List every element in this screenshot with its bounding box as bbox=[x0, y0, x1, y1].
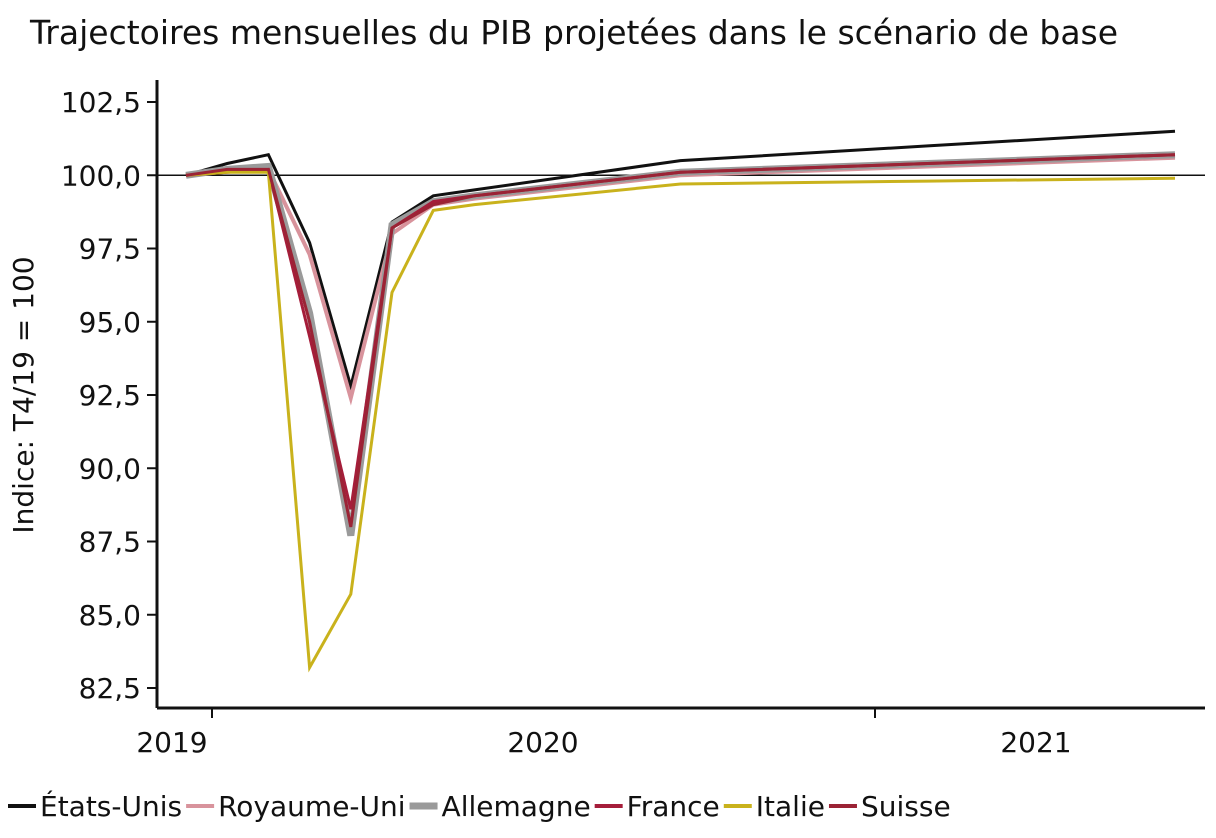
legend: États-Unis Royaume-Uni Allemagne France Ital… bbox=[8, 789, 951, 823]
legend-label: Royaume-Uni bbox=[218, 790, 405, 823]
series-line bbox=[185, 153, 1176, 528]
y-tick-label: 85,0 bbox=[79, 599, 141, 632]
axes bbox=[155, 80, 1205, 710]
legend-label: Italie bbox=[756, 790, 825, 823]
series-line bbox=[185, 155, 1176, 406]
x-tick-label: 2021 bbox=[1000, 726, 1071, 759]
x-tick-label: 2020 bbox=[507, 726, 578, 759]
y-tick-label: 87,5 bbox=[79, 526, 141, 559]
y-tick-label: 97,5 bbox=[79, 233, 141, 266]
y-tick-label: 102,5 bbox=[61, 86, 141, 119]
legend-label: États-Unis bbox=[40, 789, 182, 823]
legend-label: Suisse bbox=[861, 790, 951, 823]
y-tick-label: 100,0 bbox=[61, 159, 141, 192]
series-lines bbox=[185, 129, 1176, 673]
y-axis: 102,5 100,0 97,5 95,0 92,5 90,0 87,5 85,0 82,5 bbox=[61, 86, 157, 705]
series-line bbox=[185, 170, 1176, 673]
chart-title: Trajectoires mensuelles du PIB projetées… bbox=[29, 13, 1118, 52]
y-axis-label: Indice: T4/19 = 100 bbox=[7, 256, 40, 533]
legend-label: Allemagne bbox=[442, 790, 591, 823]
x-axis: 2019 2020 2021 bbox=[136, 708, 1072, 759]
x-tick-label: 2019 bbox=[136, 726, 207, 759]
y-tick-label: 82,5 bbox=[79, 672, 141, 705]
y-tick-label: 90,0 bbox=[79, 452, 141, 485]
legend-label: France bbox=[627, 790, 720, 823]
y-tick-label: 92,5 bbox=[79, 379, 141, 412]
y-tick-label: 95,0 bbox=[79, 306, 141, 339]
